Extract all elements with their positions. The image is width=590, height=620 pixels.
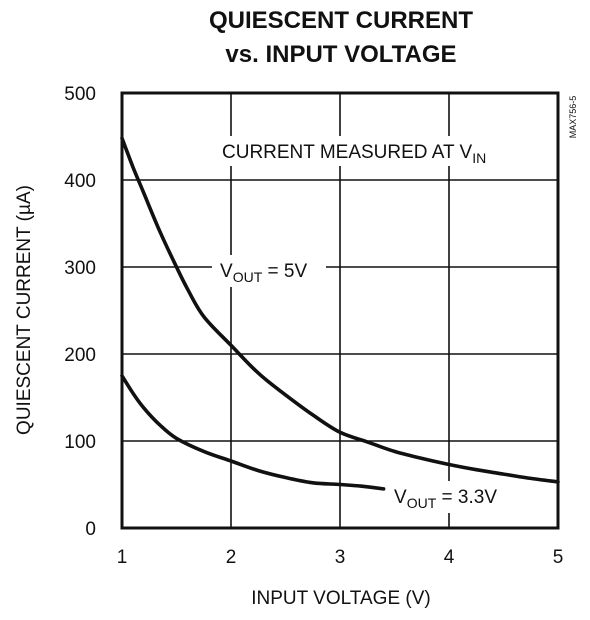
annotation-current-measured-bg: [212, 136, 490, 166]
x-tick-label: 4: [444, 547, 455, 568]
series-group: [120, 136, 560, 491]
x-tick-label: 1: [117, 547, 128, 568]
y-tick-labels: 0 100 200 300 400 500: [64, 84, 96, 540]
x-tick-label: 3: [335, 547, 346, 568]
chart-title-line1: QUIESCENT CURRENT: [209, 7, 473, 34]
y-tick-label: 100: [64, 432, 96, 453]
x-tick-labels: 1 2 3 4 5: [117, 547, 564, 568]
y-axis-label: QUIESCENT CURRENT (µA): [14, 185, 35, 435]
series-label-vout-5v: VOUT = 5V: [220, 261, 307, 285]
y-tick-label: 400: [64, 171, 96, 192]
figure-code: MAX756-5: [568, 96, 578, 139]
series-line-vout-5v: [120, 136, 560, 484]
series-label-vout-5v-bg: [212, 255, 326, 287]
y-tick-label: 0: [85, 519, 96, 540]
y-tick-label: 500: [64, 84, 96, 105]
chart-title-line2: vs. INPUT VOLTAGE: [225, 41, 456, 68]
y-tick-label: 300: [64, 258, 96, 279]
series-label-vout-3-3v-bg: [386, 481, 502, 513]
annotation-current-measured: CURRENT MEASURED AT VIN: [222, 142, 486, 166]
y-tick-label: 200: [64, 345, 96, 366]
series-line-vout-3-3v: [120, 374, 386, 491]
x-tick-label: 5: [553, 547, 564, 568]
x-tick-label: 2: [226, 547, 237, 568]
x-axis-label: INPUT VOLTAGE (V): [251, 588, 430, 609]
plot-frame: [120, 91, 560, 530]
